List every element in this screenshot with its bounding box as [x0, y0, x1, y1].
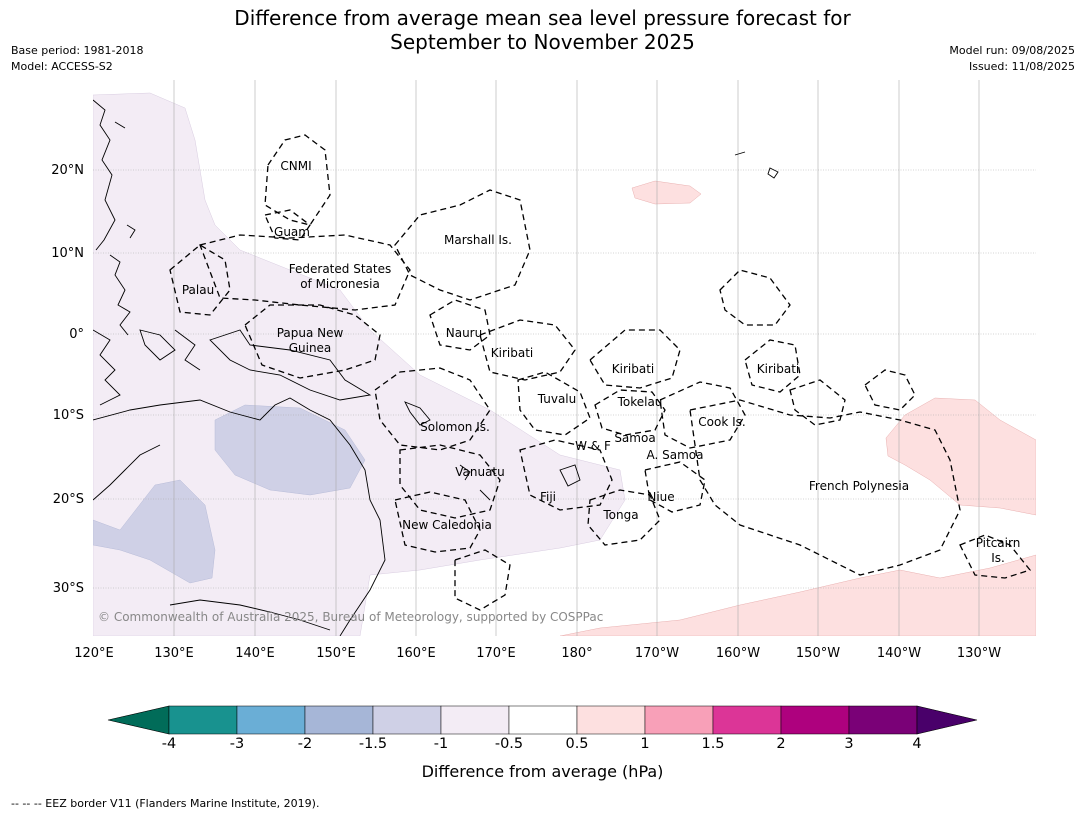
- anomaly-pink-hawaii: [631, 180, 702, 205]
- region-label-marshall: Marshall Is.: [444, 233, 512, 247]
- colorbar-segment: [508, 705, 578, 735]
- longitude-label: 170°E: [476, 646, 516, 661]
- colorbar-tick-label: 1.5: [701, 736, 725, 752]
- longitude-label: 160°W: [716, 646, 760, 661]
- latitude-label: 10°S: [53, 408, 84, 423]
- colorbar-tick-label: -3: [229, 736, 245, 752]
- base-period: Base period: 1981-2018: [11, 44, 144, 57]
- colorbar-tick-label: 3: [844, 736, 854, 752]
- title-line-1: Difference from average mean sea level p…: [234, 6, 851, 30]
- region-label-pitcairn2: Is.: [991, 551, 1005, 565]
- colorbar-segment: [168, 705, 238, 735]
- meta-right: Model run: 09/08/2025 Issued: 11/08/2025: [949, 43, 1075, 75]
- anomaly-pink-east: [885, 397, 1036, 516]
- region-label-kiribati3: Kiribati: [757, 362, 799, 376]
- region-label-newcal: New Caledonia: [402, 518, 492, 532]
- longitude-label: 150°W: [796, 646, 840, 661]
- region-label-png2: Guinea: [289, 341, 332, 355]
- latitude-label: 20°N: [51, 163, 84, 178]
- region-label-asamoa: A. Samoa: [647, 448, 704, 462]
- meta-left: Base period: 1981-2018 Model: ACCESS-S2: [11, 43, 143, 75]
- anomaly-blue-purple-patch-1: [214, 404, 366, 496]
- longitude-label: 160°E: [396, 646, 436, 661]
- colorbar-label: Difference from average (hPa): [421, 762, 664, 781]
- colorbar-segment: [236, 705, 306, 735]
- region-label-fsm1: Federated States: [289, 262, 391, 276]
- colorbar-under-arrow: [107, 705, 170, 735]
- region-label-fsm2: of Micronesia: [300, 277, 380, 291]
- region-label-samoa: Samoa: [614, 431, 655, 445]
- coastlines: [93, 99, 779, 636]
- colorbar-tick-label: -1: [433, 736, 449, 752]
- longitude-label: 140°W: [877, 646, 921, 661]
- colorbar-tick-label: 4: [912, 736, 922, 752]
- longitude-label: 150°E: [316, 646, 356, 661]
- region-label-frpoly: French Polynesia: [809, 479, 909, 493]
- latitude-label: 0°: [69, 327, 84, 342]
- longitude-label: 170°W: [635, 646, 679, 661]
- chart-title: Difference from average mean sea level p…: [0, 6, 1085, 54]
- copyright-notice: © Commonwealth of Australia 2025, Bureau…: [98, 610, 603, 624]
- latitude-label: 10°N: [51, 246, 84, 261]
- map-area: © Commonwealth of Australia 2025, Bureau…: [93, 80, 1036, 636]
- colorbar-segment: [644, 705, 714, 735]
- longitude-label: 130°W: [957, 646, 1001, 661]
- region-label-tokelau: Tokelau: [617, 395, 663, 409]
- longitude-label: 130°E: [154, 646, 194, 661]
- region-label-wf: W & F: [575, 439, 611, 453]
- colorbar-tick-label: -0.5: [494, 736, 524, 752]
- graticule: [93, 80, 1036, 636]
- region-label-kiribati1: Kiribati: [491, 346, 533, 360]
- colorbar-over-arrow: [916, 705, 978, 735]
- model-name: Model: ACCESS-S2: [11, 60, 113, 73]
- colorbar-segment: [576, 705, 646, 735]
- region-label-cnmi: CNMI: [280, 159, 311, 173]
- anomaly-blue-purple-patch-2: [93, 479, 216, 584]
- region-label-niue: Niue: [647, 490, 674, 504]
- region-label-tuvalu: Tuvalu: [537, 392, 577, 406]
- region-label-solomon: Solomon Is.: [420, 420, 490, 434]
- colorbar-segment: [440, 705, 510, 735]
- longitude-label: 140°E: [235, 646, 275, 661]
- region-label-palau: Palau: [182, 283, 214, 297]
- model-run: Model run: 09/08/2025: [949, 44, 1075, 57]
- anomaly-pink-south: [559, 554, 1036, 636]
- longitude-label: 180°: [561, 646, 592, 661]
- colorbar-tick-label: -4: [161, 736, 177, 752]
- region-label-fiji: Fiji: [540, 490, 556, 504]
- latitude-labels: 20°N 10°N 0° 10°S 20°S 30°S: [51, 163, 84, 596]
- region-label-kiribati2: Kiribati: [612, 362, 654, 376]
- latitude-label: 20°S: [53, 492, 84, 507]
- title-line-2: September to November 2025: [390, 30, 695, 54]
- region-label-tonga: Tonga: [602, 508, 638, 522]
- region-label-pitcairn1: Pitcairn: [976, 536, 1021, 550]
- longitude-label: 120°E: [74, 646, 114, 661]
- colorbar-tick-label: 1: [640, 736, 650, 752]
- colorbar-tick-label: -1.5: [358, 736, 388, 752]
- region-label-png1: Papua New: [277, 326, 344, 340]
- colorbar: [107, 705, 978, 735]
- latitude-label: 30°S: [53, 581, 84, 596]
- colorbar-segment: [372, 705, 442, 735]
- colorbar-tick-label: -2: [297, 736, 313, 752]
- region-label-nauru: Nauru: [446, 326, 482, 340]
- longitude-labels: 120°E 130°E 140°E 150°E 160°E 170°E 180° 170°W 1…: [74, 646, 1001, 661]
- anomaly-light-purple-region: [93, 92, 626, 636]
- region-label-guam: Guam: [274, 225, 310, 239]
- issued-date: Issued: 11/08/2025: [968, 60, 1075, 73]
- colorbar-tick-label: 2: [776, 736, 786, 752]
- eez-borders: [169, 134, 1032, 611]
- colorbar-segment: [780, 705, 850, 735]
- colorbar-segment: [848, 705, 918, 735]
- colorbar-tick-label: 0.5: [565, 736, 589, 752]
- colorbar-segment: [712, 705, 782, 735]
- eez-legend: -- -- -- EEZ border V11 (Flanders Marine…: [11, 797, 320, 810]
- region-label-vanuatu: Vanuatu: [455, 465, 505, 479]
- region-label-cook: Cook Is.: [698, 415, 745, 429]
- colorbar-segment: [304, 705, 374, 735]
